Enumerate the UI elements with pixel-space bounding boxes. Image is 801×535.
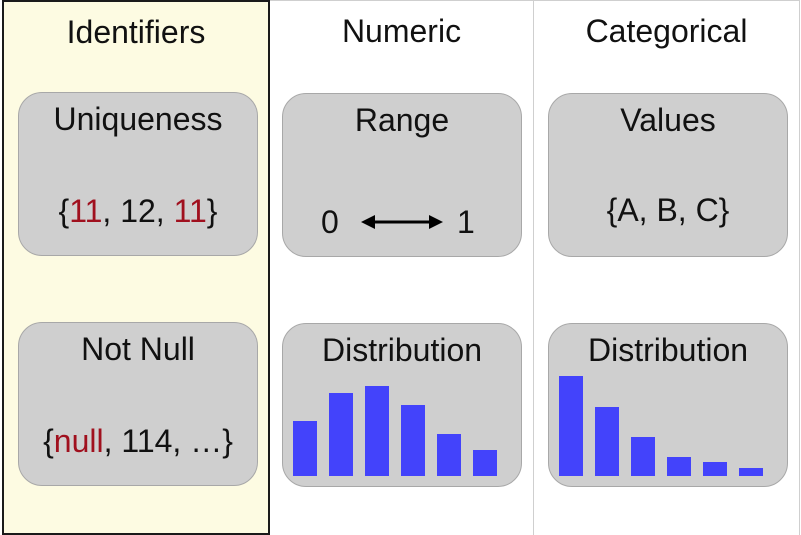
column-title-identifiers: Identifiers [66,14,206,50]
range-card: Range 0 1 [282,93,522,257]
duplicate-value: 11 [173,193,207,229]
numeric-distribution-bar-1 [293,421,317,476]
numeric-distribution-bar-5 [437,434,461,476]
values-title: Values [620,102,716,138]
uniqueness-title: Uniqueness [53,101,223,137]
values-card: Values {A, B, C} [548,93,788,257]
categorical-column: Categorical Values {A, B, C} Distributio… [534,0,800,535]
ellipsis: … [190,423,223,459]
range-low: 0 [321,204,339,240]
double-arrow-icon [361,215,443,229]
numeric-distribution-bar-6 [473,450,497,476]
uniqueness-card: Uniqueness {11, 12, 11} [18,92,258,256]
not-null-values: {null, 114, …} [43,423,233,459]
numeric-distribution-bar-4 [401,405,425,476]
numeric-distribution-card: Distribution [282,323,522,487]
numeric-column: Numeric Range 0 1 Distribution [270,0,534,535]
range-body: 0 1 [283,202,521,242]
unique-value: 12 [120,193,156,229]
uniqueness-values: {11, 12, 11} [58,193,218,229]
numeric-distribution-bar-3 [365,386,389,476]
categorical-distribution-bar-4 [667,457,691,476]
categorical-distribution-bar-1 [559,376,583,476]
non-null-value: 114 [121,423,173,459]
categorical-distribution-title: Distribution [587,332,749,368]
null-value: null [53,423,104,459]
categorical-distribution-bar-6 [739,468,763,476]
not-null-card: Not Null {null, 114, …} [18,322,258,486]
numeric-distribution-bar-2 [329,393,353,476]
values-set: {A, B, C} [606,192,730,228]
numeric-distribution-title: Distribution [321,332,483,368]
range-high: 1 [457,204,475,240]
numeric-distribution-chart [293,386,497,476]
categorical-distribution-bar-3 [631,437,655,476]
categorical-distribution-bar-2 [595,407,619,476]
not-null-title: Not Null [81,331,195,367]
categorical-distribution-bar-5 [703,462,727,476]
column-title-numeric: Numeric [341,13,462,49]
categorical-distribution-card: Distribution [548,323,788,487]
duplicate-value: 11 [69,193,103,229]
categorical-distribution-chart [559,376,763,476]
range-title: Range [354,102,450,138]
column-title-categorical: Categorical [585,13,748,49]
identifiers-column: Identifiers Uniqueness {11, 12, 11} Not … [2,0,270,535]
